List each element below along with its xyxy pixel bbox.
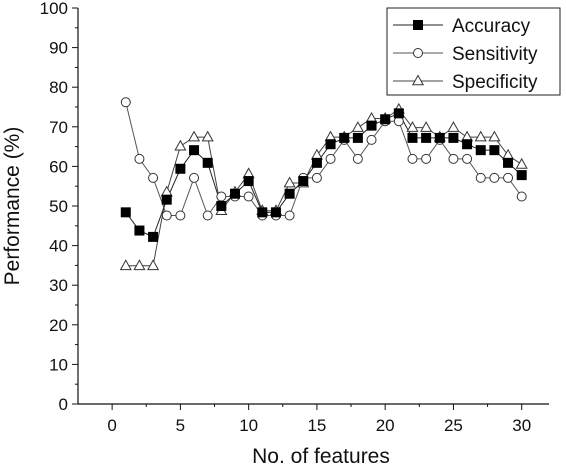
data-point-sensitivity: [311, 172, 322, 183]
x-tick-label: 20: [376, 416, 395, 435]
legend-label-sensitivity: Sensitivity: [452, 44, 538, 65]
data-point-sensitivity: [161, 210, 172, 221]
data-point-accuracy: [230, 188, 240, 199]
data-point-accuracy: [489, 145, 500, 156]
x-tick-label: 30: [512, 416, 531, 435]
data-point-sensitivity: [352, 153, 363, 164]
x-tick-label: 10: [239, 416, 258, 435]
data-point-accuracy: [325, 139, 336, 150]
x-tick-label: 15: [307, 416, 326, 435]
x-tick-label: 0: [107, 416, 116, 435]
y-tick-label: 20: [49, 316, 68, 335]
data-point-accuracy: [175, 163, 186, 174]
data-point-sensitivity: [284, 210, 295, 221]
data-point-sensitivity: [448, 153, 459, 164]
y-tick-label: 60: [49, 157, 68, 176]
data-point-specificity: [447, 121, 460, 132]
data-point-accuracy: [284, 188, 295, 199]
data-point-accuracy: [134, 225, 145, 236]
data-point-sensitivity: [216, 191, 227, 202]
data-point-sensitivity: [407, 153, 418, 164]
data-point-sensitivity: [175, 210, 186, 221]
axis-layer: 0 10 20 30 40 50 60 70 80 90 100 0 5 10 15 20 25 30: [40, 0, 549, 435]
x-axis-title: No. of features: [252, 445, 390, 468]
data-point-sensitivity: [243, 191, 254, 202]
y-tick-label: 100: [40, 0, 68, 18]
y-axis-title: Performance (%): [1, 127, 24, 286]
data-point-specificity: [201, 130, 214, 142]
data-point-accuracy: [243, 176, 254, 187]
data-point-accuracy: [161, 194, 172, 205]
y-tick-label: 90: [49, 39, 68, 58]
data-point-specificity: [406, 121, 419, 132]
data-point-sensitivity: [366, 134, 377, 145]
legend-marker-sensitivity: [413, 48, 423, 58]
data-point-specificity: [174, 139, 187, 151]
legend-marker-accuracy: [413, 20, 423, 30]
data-point-sensitivity: [120, 97, 131, 108]
data-point-accuracy: [148, 231, 159, 242]
data-point-specificity: [133, 259, 146, 271]
y-tick-label: 10: [49, 355, 68, 374]
data-point-specificity: [488, 130, 501, 142]
data-point-accuracy: [462, 139, 473, 150]
data-point-accuracy: [366, 120, 377, 131]
data-point-sensitivity: [489, 172, 500, 183]
data-point-sensitivity: [421, 153, 432, 164]
data-point-accuracy: [202, 157, 213, 168]
x-tick-label: 5: [176, 416, 185, 435]
data-point-sensitivity: [134, 153, 145, 164]
data-point-specificity: [187, 130, 201, 142]
legend: Accuracy Sensitivity Specificity: [386, 7, 561, 96]
data-point-accuracy: [352, 132, 363, 143]
data-point-specificity: [283, 176, 296, 188]
data-point-accuracy: [434, 132, 445, 143]
data-point-sensitivity: [503, 172, 514, 183]
y-tick-label: 40: [49, 237, 68, 256]
data-point-sensitivity: [202, 210, 213, 221]
data-point-sensitivity: [516, 191, 527, 202]
data-point-sensitivity: [148, 172, 159, 183]
y-tick-label: 50: [49, 197, 68, 216]
data-point-accuracy: [270, 207, 281, 218]
data-point-sensitivity: [475, 172, 486, 183]
data-point-accuracy: [311, 157, 322, 168]
data-point-accuracy: [339, 132, 350, 143]
data-point-accuracy: [298, 176, 309, 187]
legend-marker-specificity: [411, 74, 425, 86]
y-tick-label: 70: [49, 118, 68, 137]
data-point-specificity: [351, 121, 364, 132]
y-tick-label: 80: [49, 78, 68, 97]
y-tick-label: 30: [49, 276, 68, 295]
series-line-accuracy: [125, 112, 523, 238]
data-point-accuracy: [503, 157, 514, 168]
legend-label-accuracy: Accuracy: [452, 16, 531, 37]
y-tick-label: 0: [59, 395, 68, 414]
data-point-specificity: [420, 121, 433, 132]
legend-label-specificity: Specificity: [452, 72, 538, 93]
data-point-accuracy: [448, 132, 459, 143]
data-point-accuracy: [380, 114, 391, 125]
data-point-specificity: [474, 130, 487, 142]
data-point-accuracy: [475, 145, 486, 156]
data-point-accuracy: [120, 207, 131, 218]
series-line-specificity: [125, 108, 522, 267]
data-point-accuracy: [407, 132, 418, 143]
x-tick-label: 25: [444, 416, 463, 435]
data-point-sensitivity: [189, 172, 200, 183]
data-point-specificity: [515, 157, 528, 169]
data-point-accuracy: [189, 145, 200, 156]
data-point-accuracy: [257, 207, 268, 218]
data-point-accuracy: [421, 132, 432, 143]
data-point-specificity: [119, 259, 132, 271]
data-point-specificity: [147, 259, 160, 271]
data-point-sensitivity: [325, 153, 336, 164]
data-point-accuracy: [516, 170, 527, 181]
data-point-sensitivity: [462, 153, 473, 164]
plot-layer: [119, 97, 528, 271]
data-point-accuracy: [393, 108, 404, 119]
data-point-accuracy: [216, 201, 227, 211]
